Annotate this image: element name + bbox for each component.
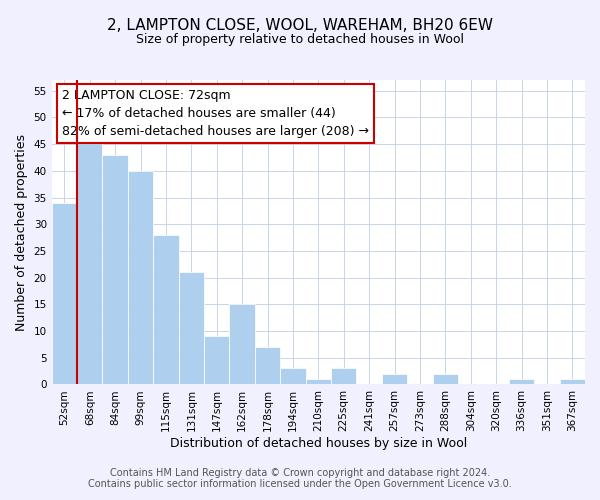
Bar [255, 347, 280, 385]
Bar [204, 336, 229, 384]
Text: Contains public sector information licensed under the Open Government Licence v3: Contains public sector information licen… [88, 479, 512, 489]
Text: 2, LAMPTON CLOSE, WOOL, WAREHAM, BH20 6EW: 2, LAMPTON CLOSE, WOOL, WAREHAM, BH20 6E… [107, 18, 493, 32]
Bar [229, 304, 255, 384]
Bar [433, 374, 458, 384]
Bar [77, 139, 103, 384]
Bar [52, 203, 77, 384]
Bar [128, 171, 153, 384]
Bar [509, 379, 534, 384]
Bar [153, 235, 179, 384]
Bar [103, 155, 128, 384]
Bar [280, 368, 305, 384]
Bar [382, 374, 407, 384]
Y-axis label: Number of detached properties: Number of detached properties [15, 134, 28, 330]
Text: 2 LAMPTON CLOSE: 72sqm
← 17% of detached houses are smaller (44)
82% of semi-det: 2 LAMPTON CLOSE: 72sqm ← 17% of detached… [62, 89, 370, 138]
Text: Size of property relative to detached houses in Wool: Size of property relative to detached ho… [136, 32, 464, 46]
Bar [305, 379, 331, 384]
Bar [560, 379, 585, 384]
Bar [331, 368, 356, 384]
X-axis label: Distribution of detached houses by size in Wool: Distribution of detached houses by size … [170, 437, 467, 450]
Text: Contains HM Land Registry data © Crown copyright and database right 2024.: Contains HM Land Registry data © Crown c… [110, 468, 490, 477]
Bar [179, 272, 204, 384]
